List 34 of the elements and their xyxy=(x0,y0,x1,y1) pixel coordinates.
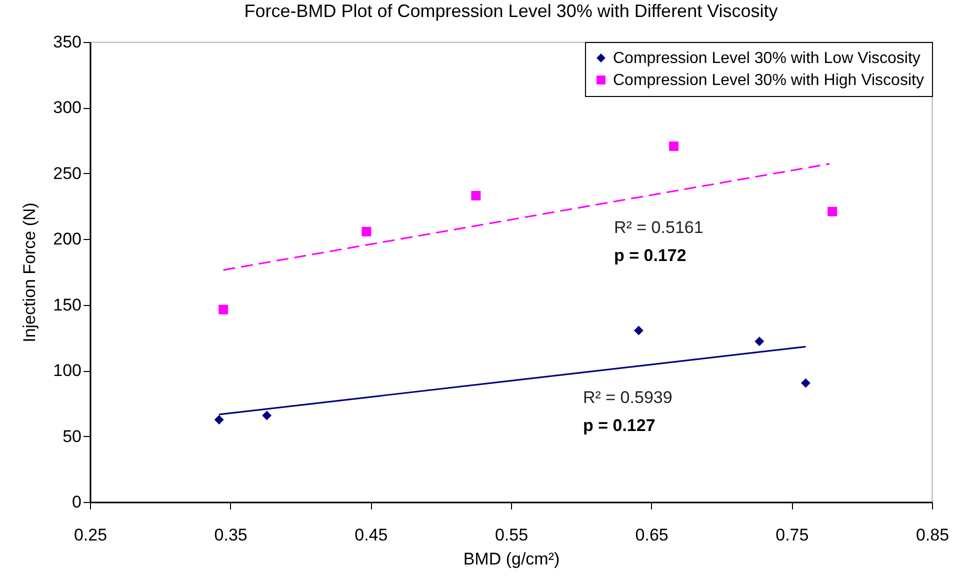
point xyxy=(471,190,481,200)
x-tick-label: 0.35 xyxy=(214,526,248,544)
x-tick-label: 0.75 xyxy=(776,526,809,544)
annotation: R² = 0.5939 xyxy=(583,388,672,407)
point xyxy=(754,336,764,346)
y-tick-label: 0 xyxy=(72,492,82,512)
point xyxy=(218,304,228,314)
y-tick-label: 150 xyxy=(53,295,82,314)
annotation: p = 0.172 xyxy=(614,246,686,265)
legend-label: Compression Level 30% with High Viscosity xyxy=(613,72,924,89)
y-tick-label: 200 xyxy=(53,230,82,249)
x-tick-label: 0.25 xyxy=(74,526,108,544)
annotation: R² = 0.5161 xyxy=(614,218,704,237)
y-tick-label: 350 xyxy=(53,32,82,52)
x-tick-label: 0.65 xyxy=(635,526,668,544)
y-tick-label: 250 xyxy=(53,164,82,183)
x-axis-title: BMD (g/cm²) xyxy=(463,550,560,568)
point xyxy=(828,206,838,216)
point xyxy=(634,326,644,336)
y-axis-title: Injection Force (N) xyxy=(20,202,40,342)
x-tick-label: 0.45 xyxy=(354,526,388,544)
x-tick-label: 0.55 xyxy=(494,526,528,544)
y-tick-label: 100 xyxy=(53,361,82,380)
chart-title: Force-BMD Plot of Compression Level 30% with Different Viscosity xyxy=(244,1,778,21)
y-tick-label: 300 xyxy=(53,98,82,118)
y-tick-label: 50 xyxy=(62,426,82,446)
annotation: p = 0.127 xyxy=(583,416,656,435)
point xyxy=(214,414,224,424)
x-tick-label: 0.85 xyxy=(916,526,950,544)
point xyxy=(262,410,272,420)
point xyxy=(669,141,679,151)
legend-label: Compression Level 30% with Low Viscosity xyxy=(613,50,920,67)
point xyxy=(362,226,372,236)
point xyxy=(800,378,810,388)
